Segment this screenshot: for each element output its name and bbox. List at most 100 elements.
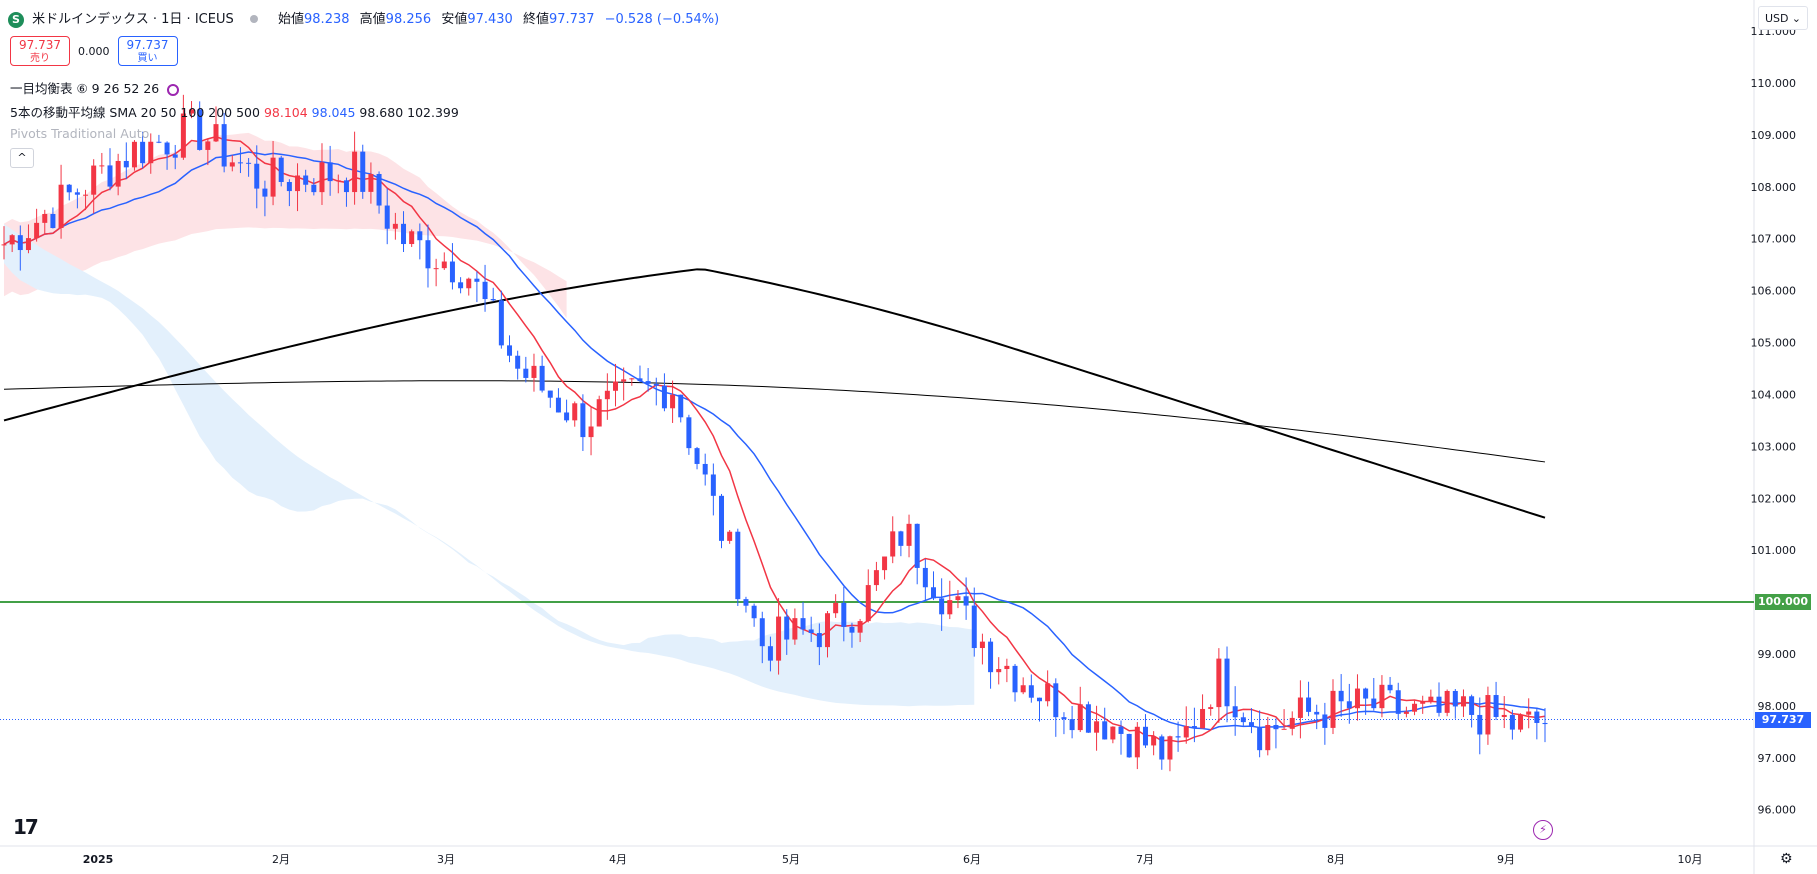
- candle-body: [1004, 665, 1010, 670]
- high-label: 高値: [359, 12, 386, 27]
- candle-body: [335, 180, 341, 182]
- currency-selector[interactable]: USD ⌄: [1758, 6, 1808, 30]
- candle-body: [1216, 658, 1222, 708]
- sma-legend[interactable]: 5本の移動平均線 SMA 20 50 100 200 500 98.104 98…: [10, 102, 459, 121]
- candle-body: [702, 463, 708, 475]
- x-tick-label: 3月: [437, 853, 455, 866]
- candle-body: [172, 154, 178, 158]
- x-tick-label: 2月: [272, 853, 290, 866]
- tradingview-logo-icon[interactable]: 17: [13, 815, 39, 839]
- candle-body: [955, 596, 961, 601]
- candle-body: [417, 231, 423, 241]
- candle-body: [1322, 714, 1328, 728]
- candle-body: [401, 223, 407, 245]
- ichimoku-cloud-bull: [4, 224, 975, 707]
- open-label: 始値: [278, 12, 305, 27]
- candle-body: [384, 205, 390, 229]
- candle-body: [735, 531, 741, 600]
- candle-body: [1085, 704, 1091, 733]
- candle-body: [564, 412, 570, 421]
- candle-body: [99, 165, 105, 167]
- sma-label: 5本の移動平均線 SMA 20 50 100 200 500: [10, 105, 260, 120]
- candle-body: [1526, 711, 1532, 715]
- candle-body: [686, 417, 692, 449]
- candle-body: [1436, 696, 1442, 713]
- candle-body: [824, 613, 830, 648]
- y-tick-label: 101.000: [1751, 544, 1797, 557]
- flash-icon[interactable]: ⚡: [1533, 820, 1553, 840]
- y-tick-label: 110.000: [1751, 77, 1797, 90]
- candle-body: [1265, 724, 1271, 751]
- spread-value: 0.000: [78, 44, 110, 58]
- candle-body: [1477, 714, 1483, 735]
- candle-body: [1126, 733, 1132, 758]
- x-tick-label: 7月: [1136, 853, 1154, 866]
- x-tick-label: 6月: [963, 853, 981, 866]
- candle-body: [1053, 683, 1059, 718]
- candle-body: [1289, 717, 1295, 729]
- x-tick-label: 10月: [1678, 853, 1703, 866]
- candle-body: [939, 598, 945, 615]
- candle-body: [1395, 690, 1401, 714]
- candle-body: [1379, 684, 1385, 709]
- candle-body: [776, 616, 782, 661]
- candle-body: [1485, 695, 1491, 735]
- y-tick-label: 98.000: [1758, 700, 1797, 713]
- candle-body: [107, 165, 113, 187]
- y-tick-label: 108.000: [1751, 181, 1797, 194]
- candle-body: [131, 141, 137, 168]
- candle-body: [572, 403, 578, 421]
- ichimoku-legend[interactable]: 一目均衡表 ⑥ 9 26 52 26: [10, 78, 180, 97]
- candle-body: [1240, 717, 1246, 723]
- candle-body: [50, 213, 56, 229]
- buy-button[interactable]: 97.737 買い: [117, 36, 178, 66]
- candle-body: [17, 235, 23, 251]
- candle-body: [1346, 701, 1352, 709]
- candle-body: [971, 605, 977, 649]
- candle-body: [1069, 719, 1075, 731]
- candle-body: [1387, 684, 1393, 691]
- candle-body: [1159, 736, 1165, 760]
- x-tick-label: 2025: [83, 853, 114, 866]
- y-tick-label: 103.000: [1751, 440, 1797, 453]
- symbol-title[interactable]: 米ドルインデックス · 1日 · ICEUS: [32, 12, 234, 27]
- candle-body: [1428, 696, 1434, 702]
- candle-body: [1, 244, 7, 246]
- candle-body: [898, 531, 904, 546]
- candle-body: [458, 282, 464, 289]
- candle-body: [661, 385, 667, 409]
- sell-price: 97.737: [19, 38, 61, 52]
- candle-body: [1542, 722, 1548, 725]
- candle-body: [645, 381, 651, 384]
- candle-body: [1142, 726, 1148, 746]
- candle-body: [1452, 690, 1458, 707]
- candle-body: [1224, 658, 1230, 707]
- candle-body: [613, 381, 619, 391]
- sell-button[interactable]: 97.737 売り: [10, 36, 70, 66]
- settings-gear-icon[interactable]: ⚙: [1780, 851, 1793, 867]
- candle-body: [759, 618, 765, 647]
- candle-body: [857, 621, 863, 633]
- candle-body: [1077, 704, 1083, 731]
- candle-body: [922, 567, 928, 588]
- candle-body: [1354, 688, 1360, 709]
- candle-body: [34, 222, 40, 239]
- pivots-legend[interactable]: Pivots Traditional Auto: [10, 126, 149, 141]
- candle-body: [42, 213, 48, 223]
- candle-body: [914, 523, 920, 568]
- candle-body: [580, 403, 586, 438]
- sma50-value: 98.045: [311, 105, 356, 120]
- pivots-label: Pivots Traditional Auto: [10, 126, 150, 141]
- candle-body: [555, 397, 561, 413]
- x-tick-label: 4月: [609, 853, 627, 866]
- candle-body: [9, 235, 15, 245]
- candle-body: [360, 151, 366, 192]
- refresh-icon[interactable]: [167, 83, 180, 96]
- candle-body: [140, 141, 146, 164]
- candle-body: [930, 587, 936, 599]
- candle-body: [1338, 690, 1344, 702]
- collapse-legend-button[interactable]: ^: [10, 148, 34, 168]
- sma200-line: [3, 380, 1546, 463]
- symbol-legend: S 米ドルインデックス · 1日 · ICEUS 始値98.238 高値98.2…: [8, 8, 719, 28]
